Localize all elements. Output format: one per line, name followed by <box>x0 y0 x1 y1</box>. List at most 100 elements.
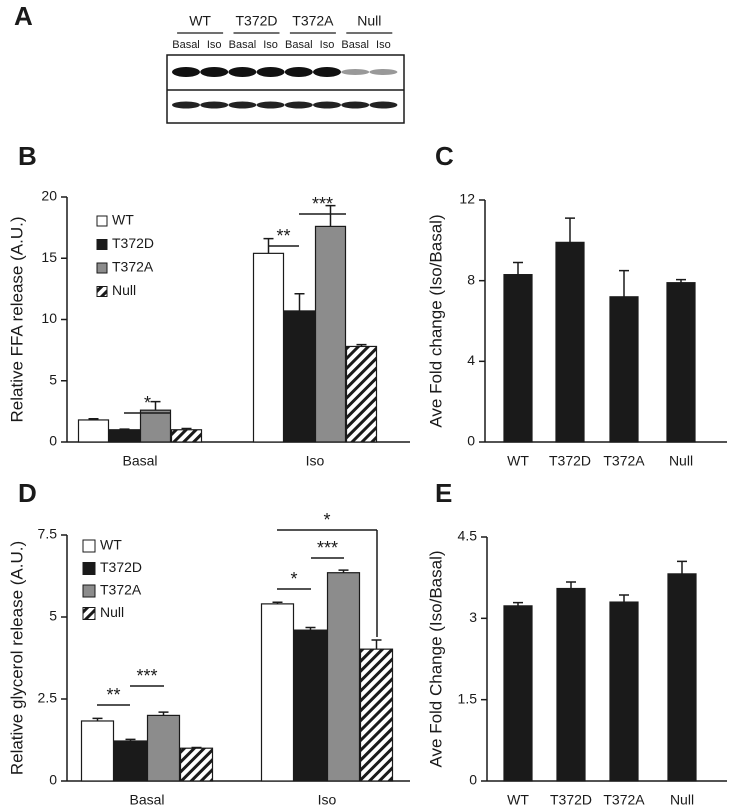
panel-letter: E <box>435 478 452 508</box>
legend-swatch <box>96 239 108 250</box>
error-bar <box>272 601 283 604</box>
error-bar <box>305 626 316 631</box>
group-label: WT <box>189 13 211 29</box>
blot-band <box>284 101 313 109</box>
y-tick-label: 2.5 <box>38 690 58 706</box>
error-bar <box>158 711 169 716</box>
significance-label: * <box>144 393 151 413</box>
error-bar <box>356 343 367 347</box>
bar <box>146 714 181 782</box>
y-tick-label: 8 <box>467 271 475 287</box>
significance-label: *** <box>136 666 157 686</box>
y-tick-label: 3 <box>469 609 477 625</box>
y-tick-label: 0 <box>469 772 477 788</box>
blot-band <box>172 101 200 109</box>
blot-band <box>341 69 370 75</box>
significance-label: *** <box>317 538 338 558</box>
significance-label: *** <box>312 194 333 214</box>
legend-swatch <box>96 215 108 227</box>
x-tick-label: WT <box>507 792 529 806</box>
lane-label: Basal <box>172 39 200 51</box>
bar <box>556 587 586 782</box>
error-bar <box>619 269 629 297</box>
bar <box>609 601 639 782</box>
error-bar <box>677 560 687 574</box>
significance-label: ** <box>276 226 290 246</box>
bar <box>283 310 316 443</box>
x-tick-label: Iso <box>318 792 337 806</box>
error-bar <box>294 293 305 311</box>
error-bar <box>513 601 523 606</box>
error-bar <box>92 717 103 721</box>
blot-band <box>172 67 200 77</box>
blot-band <box>228 67 257 77</box>
bar <box>345 345 378 443</box>
error-bar <box>325 204 336 227</box>
y-axis-label: Ave Fold Change (Iso/Basal) <box>426 550 445 767</box>
legend-label: T372D <box>112 235 154 251</box>
error-bar <box>88 417 99 420</box>
y-tick-label: 12 <box>459 191 475 207</box>
blot-band <box>313 67 341 77</box>
legend-label: T372D <box>100 559 142 575</box>
error-bar <box>676 278 686 283</box>
bar <box>80 720 115 782</box>
significance-label: ** <box>106 685 120 705</box>
bar <box>503 605 533 782</box>
y-tick-label: 0 <box>467 433 475 449</box>
y-tick-label: 15 <box>41 249 57 265</box>
bar <box>139 409 172 443</box>
bar <box>179 747 214 782</box>
panel-letter: B <box>18 141 37 171</box>
blot-band <box>341 101 370 109</box>
error-bar <box>191 746 202 749</box>
blot-band <box>369 69 398 75</box>
legend-swatch <box>96 262 108 274</box>
x-tick-label: Iso <box>306 453 325 469</box>
blot-band <box>284 67 313 77</box>
panel-letter: C <box>435 141 454 171</box>
y-tick-label: 5 <box>49 371 57 387</box>
legend-label: T372A <box>112 259 154 275</box>
error-bar <box>513 261 523 275</box>
bar <box>113 740 148 782</box>
legend-swatch <box>82 584 96 598</box>
bar <box>503 274 533 443</box>
bar <box>108 429 141 443</box>
bar <box>314 225 347 443</box>
error-bar <box>125 738 136 741</box>
y-tick-label: 4 <box>467 352 475 368</box>
y-tick-label: 4.5 <box>458 528 478 544</box>
blot-band <box>228 101 257 109</box>
x-tick-label: T372D <box>550 792 592 806</box>
bar <box>293 629 328 782</box>
error-bar <box>566 581 576 589</box>
error-bar <box>338 569 349 573</box>
lane-label: Basal <box>341 39 369 51</box>
bar <box>170 429 203 443</box>
lane-label: Basal <box>229 39 257 51</box>
lane-label: Iso <box>207 39 222 51</box>
error-bar <box>371 639 382 650</box>
bar <box>555 241 585 443</box>
x-tick-label: Basal <box>129 792 164 806</box>
group-label: T372A <box>292 13 334 29</box>
y-tick-label: 0 <box>49 433 57 449</box>
bar <box>609 296 639 443</box>
blot-band <box>200 101 229 109</box>
panel-letter: D <box>18 478 37 508</box>
significance-label: * <box>290 569 297 589</box>
blot-band <box>256 101 285 109</box>
x-tick-label: T372A <box>603 792 645 806</box>
y-axis-label: Ave Fold change (Iso/Basal) <box>426 214 445 427</box>
lane-label: Iso <box>263 39 278 51</box>
x-tick-label: T372A <box>603 453 645 469</box>
error-bar <box>150 400 161 411</box>
error-bar <box>565 217 575 243</box>
bar <box>359 648 394 782</box>
y-tick-label: 10 <box>41 310 57 326</box>
group-label: Null <box>357 13 381 29</box>
legend-label: Null <box>100 604 124 620</box>
blot-band <box>313 101 341 109</box>
x-tick-label: Null <box>669 453 693 469</box>
